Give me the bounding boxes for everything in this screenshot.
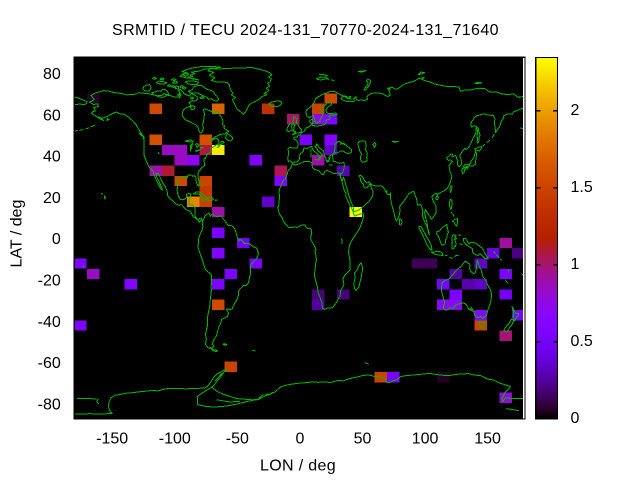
svg-text:1.5: 1.5 xyxy=(571,179,593,196)
svg-text:50: 50 xyxy=(354,431,372,448)
svg-text:0: 0 xyxy=(571,410,580,427)
svg-text:-100: -100 xyxy=(159,431,191,448)
svg-text:0: 0 xyxy=(52,231,61,248)
svg-text:100: 100 xyxy=(412,431,439,448)
svg-text:-80: -80 xyxy=(38,396,61,413)
svg-text:150: 150 xyxy=(474,431,501,448)
svg-text:20: 20 xyxy=(43,190,61,207)
svg-text:2: 2 xyxy=(571,102,580,119)
svg-text:0: 0 xyxy=(295,431,304,448)
svg-text:-40: -40 xyxy=(38,314,61,331)
svg-text:1: 1 xyxy=(571,256,580,273)
svg-text:-150: -150 xyxy=(96,431,128,448)
svg-text:SRMTID / TECU 2024-131_70770-2: SRMTID / TECU 2024-131_70770-2024-131_71… xyxy=(112,22,499,39)
svg-text:-60: -60 xyxy=(38,355,61,372)
svg-text:-50: -50 xyxy=(226,431,249,448)
svg-text:40: 40 xyxy=(43,149,61,166)
svg-text:60: 60 xyxy=(43,107,61,124)
svg-text:80: 80 xyxy=(43,66,61,83)
svg-text:LON / deg: LON / deg xyxy=(260,458,336,475)
svg-text:0.5: 0.5 xyxy=(571,333,593,350)
svg-text:LAT / deg: LAT / deg xyxy=(9,200,26,268)
svg-text:-20: -20 xyxy=(38,272,61,289)
